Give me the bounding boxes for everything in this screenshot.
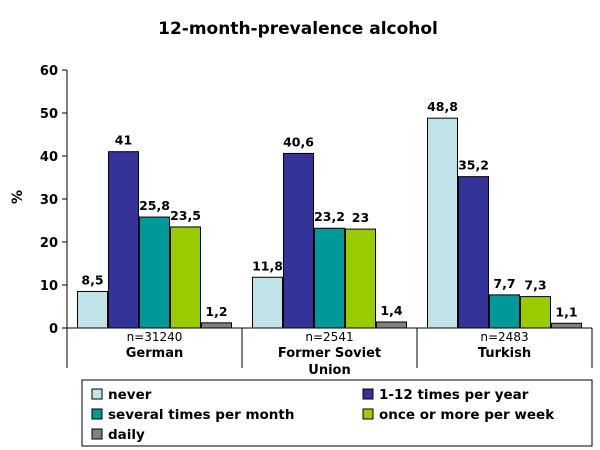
data-label: 1,2 (205, 304, 227, 319)
legend-swatch (91, 428, 103, 440)
bar (376, 321, 407, 329)
data-label: 8,5 (81, 272, 103, 287)
y-tick-label: 30 (40, 193, 58, 208)
legend-swatch (362, 388, 374, 400)
y-tick-label: 0 (49, 322, 58, 337)
y-axis-label: % (10, 190, 26, 204)
plot-area: 0 10 20 30 40 50 60 8,5 41 25,823,5 1,2 n=31240 Germ… (40, 64, 593, 378)
bar (201, 322, 232, 329)
legend: never 1-12 times per year several times pe… (81, 379, 593, 447)
legend-box (81, 379, 593, 447)
category-label: Turkish (478, 346, 531, 361)
bar (77, 290, 108, 329)
legend-label: several times per month (108, 407, 294, 423)
data-label: 40,6 (283, 134, 314, 149)
bar (345, 228, 376, 329)
legend-label: 1-12 times per year (379, 387, 529, 403)
data-label: 7,3 (524, 278, 546, 293)
sample-size-label: n=2541 (305, 330, 353, 344)
y-tick-label: 60 (40, 64, 58, 79)
category-label: Union (308, 363, 350, 378)
data-label: 1,4 (380, 303, 402, 318)
bar (458, 176, 489, 329)
data-label: 23,5 (170, 208, 201, 223)
sample-size-label: n=31240 (127, 330, 183, 344)
bar (551, 322, 582, 329)
y-tick-label: 20 (40, 236, 58, 251)
data-label: 41 (115, 133, 132, 148)
y-tick-label: 40 (40, 150, 58, 165)
y-tick-label: 50 (40, 107, 58, 122)
y-tick-label: 10 (40, 279, 58, 294)
legend-swatch (362, 408, 374, 420)
category-label: German (126, 346, 183, 361)
data-label: 11,8 (252, 258, 283, 273)
chart-title: 12-month-prevalence alcohol (158, 19, 438, 39)
legend-label: never (108, 387, 152, 403)
bar (283, 152, 314, 329)
legend-swatch (91, 408, 103, 420)
data-label: 48,8 (427, 99, 458, 114)
data-label: 23,2 (314, 209, 345, 224)
bar (520, 296, 551, 329)
data-label: 25,8 (139, 198, 170, 213)
legend-label: daily (108, 427, 145, 443)
bar (427, 117, 458, 329)
bar (108, 151, 139, 329)
bar (489, 294, 520, 329)
category-label: Former Soviet (278, 346, 381, 361)
legend-label: once or more per week (379, 407, 555, 423)
bar (170, 226, 201, 329)
bar (139, 216, 170, 329)
bar (252, 276, 283, 329)
legend-swatch (91, 388, 103, 400)
data-label: 23 (352, 210, 369, 225)
data-label: 35,2 (458, 158, 489, 173)
bar (314, 227, 345, 329)
data-label: 1,1 (555, 304, 577, 319)
data-label: 7,7 (493, 276, 515, 291)
sample-size-label: n=2483 (480, 330, 528, 344)
